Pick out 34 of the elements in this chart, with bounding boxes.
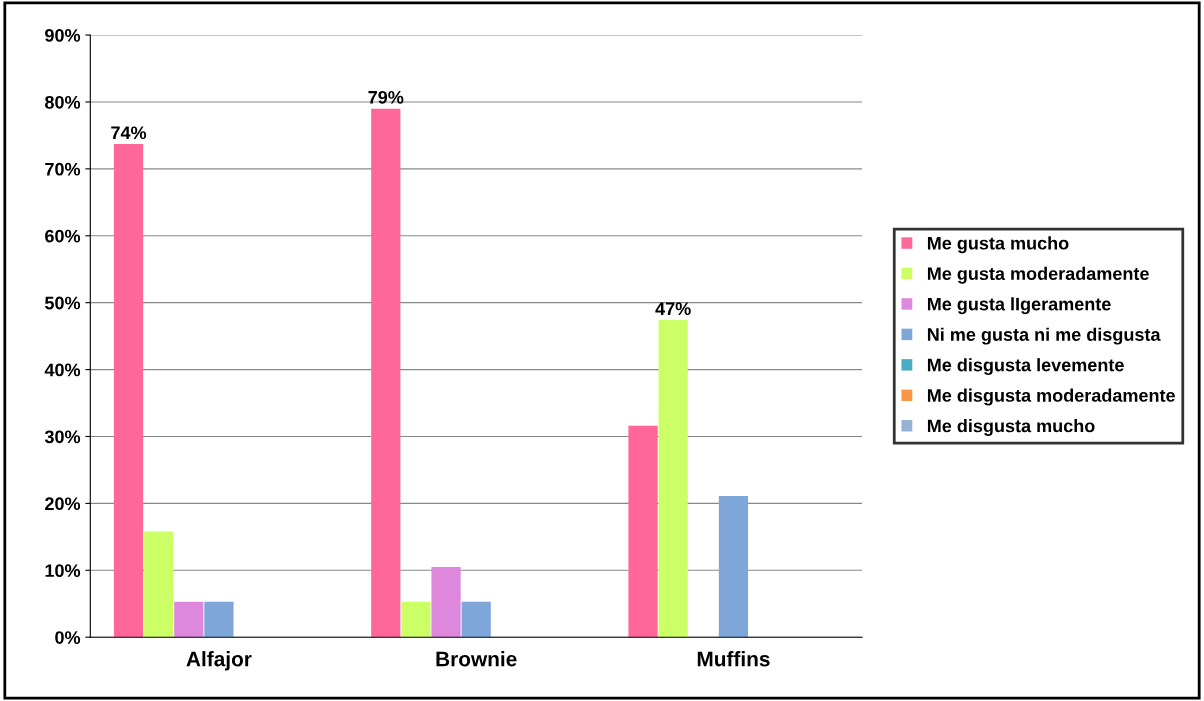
legend-label: Me gusta moderadamente <box>927 266 1149 284</box>
data-label: 74% <box>111 126 147 140</box>
bar <box>144 531 174 638</box>
bar <box>628 425 658 638</box>
bar <box>658 320 688 638</box>
y-tick-label: 10% <box>45 564 81 578</box>
y-tick-label: 30% <box>44 430 81 444</box>
x-tick-label: Brownie <box>436 651 517 667</box>
legend-label: Ni me gusta ni me disgusta <box>927 327 1161 345</box>
data-label: 79% <box>368 90 404 104</box>
bar <box>371 108 401 638</box>
y-tick-label: 50% <box>45 296 81 310</box>
bar <box>718 496 749 638</box>
bar <box>401 601 431 638</box>
y-tick-label: 70% <box>45 162 81 176</box>
legend-label: Me disgusta moderadamente <box>927 388 1175 406</box>
y-tick-label: 0% <box>55 631 81 644</box>
bar <box>431 566 461 638</box>
legend-label: Me gusta lIgeramente <box>927 297 1111 315</box>
legend-label: Me disgusta mucho <box>927 419 1095 436</box>
bar <box>113 144 144 638</box>
x-tick-label: Alfajor <box>186 651 252 671</box>
data-label: 47% <box>655 302 691 316</box>
y-tick-label: 90% <box>45 28 81 42</box>
y-tick-label: 20% <box>45 497 81 511</box>
bar <box>174 601 204 638</box>
y-tick-label: 40% <box>44 363 81 377</box>
legend-label: Me disgusta levemente <box>927 358 1124 376</box>
y-tick-label: 60% <box>45 229 81 243</box>
y-tick-label: 80% <box>45 95 81 109</box>
legend-label: Me gusta mucho <box>927 236 1069 254</box>
bar <box>204 601 234 638</box>
bar <box>461 601 491 638</box>
x-tick-label: Muffins <box>697 651 770 667</box>
